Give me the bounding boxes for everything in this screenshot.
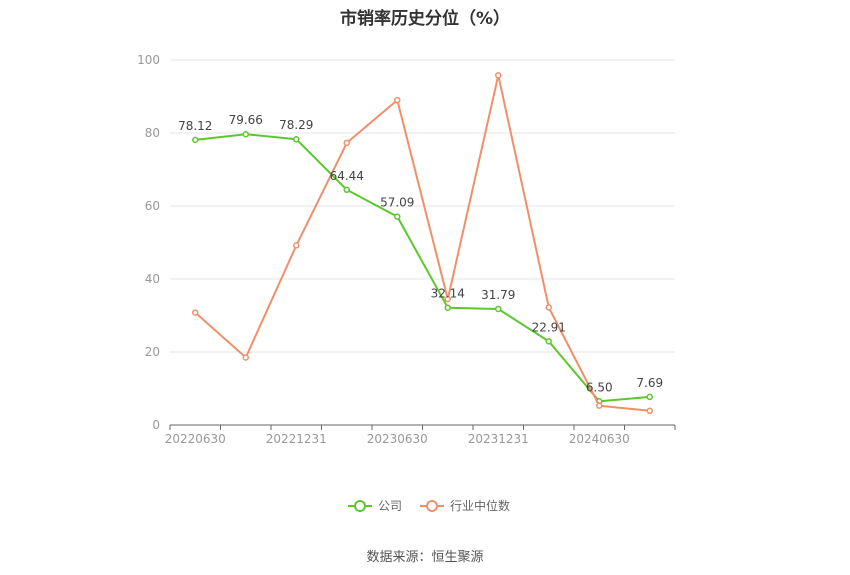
data-point (394, 213, 401, 220)
legend-marker (354, 500, 366, 512)
data-point (596, 402, 603, 409)
data-label: 79.66 (229, 113, 263, 127)
data-label: 64.44 (330, 169, 364, 183)
data-label: 6.50 (586, 380, 613, 394)
data-label: 31.79 (481, 288, 515, 302)
data-point (444, 295, 451, 303)
x-tick-label: 20230630 (367, 432, 428, 446)
data-point (293, 135, 300, 143)
data-point (242, 354, 249, 361)
y-tick-label: 80 (145, 126, 160, 140)
data-labels: 78.12 79.66 78.29 64.44 57.09 32.14 31.79 22.91… (178, 113, 663, 394)
grid-lines (170, 59, 675, 353)
data-point (545, 304, 552, 311)
data-label: 78.29 (279, 118, 313, 132)
data-point (343, 186, 350, 194)
series-line-0 (195, 133, 650, 403)
y-tick-label: 20 (145, 345, 160, 359)
chart-title: 市销率历史分位（%） (339, 9, 511, 29)
data-point (545, 338, 552, 345)
data-point (646, 393, 653, 401)
legend-label: 行业中位数 (450, 498, 510, 513)
x-tick-label: 20220630 (165, 432, 226, 446)
y-tick-label: 0 (152, 418, 160, 432)
data-point (192, 136, 199, 144)
y-tick-label: 100 (137, 53, 160, 67)
source-note: 数据来源：恒生聚源 (366, 550, 484, 565)
data-label: 32.14 (431, 287, 465, 301)
legend: 公司 行业中位数 (348, 498, 510, 513)
x-tick-label: 20231231 (468, 432, 529, 446)
data-point (242, 130, 249, 138)
data-point (444, 304, 451, 311)
legend-marker (426, 500, 438, 512)
data-label: 78.12 (178, 119, 212, 133)
y-tick-label: 60 (145, 199, 160, 213)
series-lines (192, 72, 653, 415)
data-point (495, 72, 502, 79)
data-point (394, 96, 401, 104)
data-point (646, 407, 653, 415)
legend-label: 公司 (378, 499, 402, 513)
data-label: 7.69 (636, 376, 663, 390)
axes: 0 20 40 60 80 100 20220630 20221231 20230630 2023… (137, 53, 676, 446)
x-tick-label: 20240630 (569, 432, 630, 446)
data-point (192, 309, 199, 316)
data-point (293, 242, 300, 249)
data-label: 57.09 (380, 196, 414, 210)
y-tick-label: 40 (145, 272, 160, 286)
data-point (343, 139, 350, 147)
x-tick-label: 20221231 (266, 432, 327, 446)
data-point (495, 305, 502, 313)
data-label: 22.91 (532, 320, 566, 334)
series-line-1 (194, 74, 650, 412)
